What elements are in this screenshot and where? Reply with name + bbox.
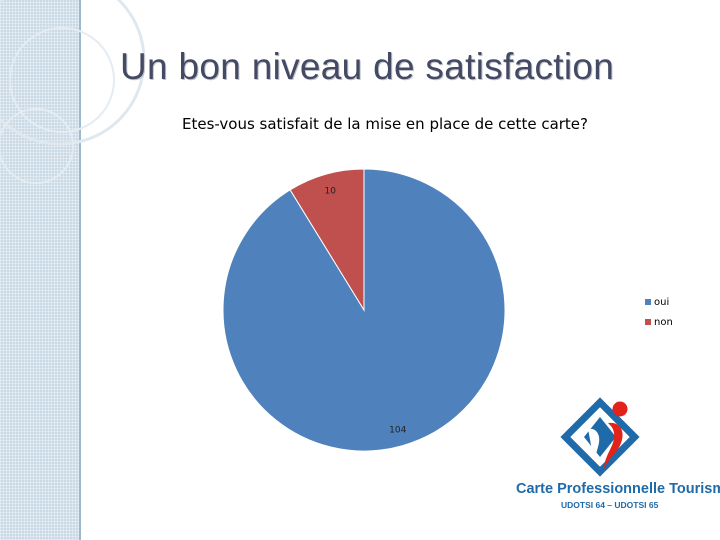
pie-slice-non: [289, 168, 365, 312]
legend-swatch-oui: [645, 299, 651, 305]
slide-title: Un bon niveau de satisfaction: [120, 46, 615, 87]
legend-label-non: non: [654, 316, 673, 328]
data-label-non: 10: [325, 187, 337, 197]
sidebar-pattern: [0, 0, 81, 540]
carte-professionnelle-logo: Carte Professionnelle Tourisme UDOTSI 64…: [516, 393, 720, 518]
logo-emblem: [560, 397, 640, 477]
legend-swatch-non: [645, 319, 651, 325]
legend-item-non: non: [645, 312, 673, 332]
legend-label-oui: oui: [654, 296, 670, 308]
logo-title: Carte Professionnelle Tourisme: [516, 481, 720, 497]
logo-subtitle: UDOTSI 64 – UDOTSI 65: [561, 500, 659, 510]
data-label-oui: 104: [389, 425, 406, 435]
legend-item-oui: oui: [645, 292, 673, 312]
chart-title: Etes-vous satisfait de la mise en place …: [181, 115, 588, 133]
chart-legend: oui non: [645, 292, 673, 332]
